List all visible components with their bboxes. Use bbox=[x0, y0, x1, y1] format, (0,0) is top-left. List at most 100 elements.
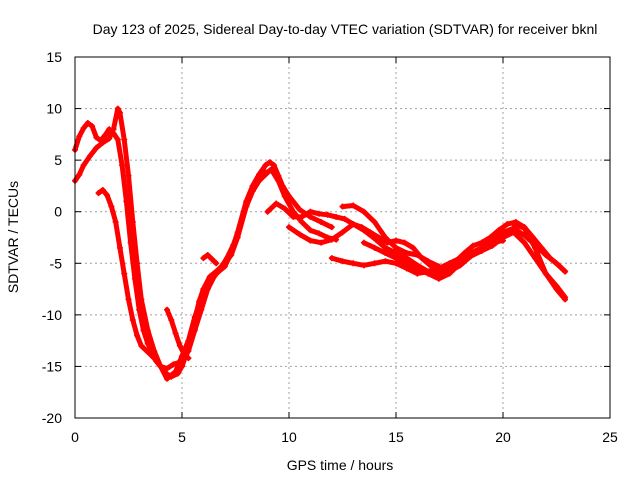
data-point bbox=[172, 368, 179, 375]
data-point bbox=[403, 249, 410, 256]
data-point bbox=[510, 221, 517, 228]
data-point bbox=[414, 252, 421, 259]
data-point bbox=[371, 219, 378, 226]
plot-frame bbox=[74, 56, 611, 419]
data-point bbox=[382, 244, 389, 251]
data-point bbox=[315, 210, 322, 217]
data-point bbox=[123, 198, 130, 205]
data-point bbox=[410, 244, 417, 251]
x-axis-label: GPS time / hours bbox=[287, 457, 394, 473]
series-satellite-track-2 bbox=[72, 105, 335, 382]
data-point bbox=[414, 266, 421, 273]
y-tick-label: 10 bbox=[46, 101, 62, 117]
grid-layer bbox=[75, 57, 610, 418]
data-point bbox=[478, 244, 485, 251]
data-point bbox=[382, 258, 389, 265]
data-point bbox=[360, 262, 367, 269]
x-tick-label: 15 bbox=[388, 429, 404, 445]
data-point bbox=[446, 270, 453, 277]
data-point bbox=[339, 229, 346, 236]
data-point bbox=[256, 177, 263, 184]
data-point bbox=[151, 355, 158, 362]
data-point bbox=[279, 182, 286, 189]
data-point bbox=[403, 265, 410, 272]
data-point bbox=[104, 192, 111, 199]
data-point bbox=[350, 202, 357, 209]
data-point bbox=[164, 306, 171, 313]
data-point bbox=[211, 273, 218, 280]
data-point bbox=[521, 239, 528, 246]
data-point bbox=[275, 172, 282, 179]
data-point bbox=[290, 213, 297, 220]
data-point bbox=[562, 268, 569, 275]
data-point bbox=[328, 236, 335, 243]
data-point bbox=[403, 255, 410, 262]
data-point bbox=[176, 342, 183, 349]
data-point bbox=[106, 135, 113, 142]
data-point bbox=[542, 252, 549, 259]
data-point bbox=[307, 227, 314, 234]
data-point bbox=[489, 237, 496, 244]
data-point bbox=[80, 125, 87, 132]
data-point bbox=[230, 241, 237, 248]
data-point bbox=[339, 203, 346, 210]
data-point bbox=[112, 219, 119, 226]
data-point bbox=[236, 224, 243, 231]
data-point bbox=[223, 255, 230, 262]
data-point bbox=[328, 255, 335, 262]
y-tick-label: -20 bbox=[42, 410, 62, 426]
data-point bbox=[318, 239, 325, 246]
data-point bbox=[425, 270, 432, 277]
data-point bbox=[172, 330, 179, 337]
y-tick-label: -10 bbox=[42, 307, 62, 323]
data-point bbox=[125, 172, 132, 179]
data-point bbox=[116, 109, 123, 116]
tick-layer: 0 5 10 15 20 25 -20 -15 -10 -5 0 5 10 15 bbox=[42, 49, 618, 445]
chart-title: Day 123 of 2025, Sidereal Day-to-day VTE… bbox=[93, 21, 598, 37]
data-point bbox=[324, 211, 331, 218]
data-point bbox=[446, 260, 453, 267]
data-point bbox=[271, 164, 278, 171]
data-point bbox=[315, 230, 322, 237]
data-point bbox=[264, 208, 271, 215]
data-point bbox=[262, 162, 269, 169]
data-point bbox=[129, 219, 136, 226]
data-point bbox=[200, 255, 207, 262]
data-point bbox=[114, 105, 121, 112]
y-tick-label: 5 bbox=[54, 152, 62, 168]
data-point bbox=[371, 235, 378, 242]
data-point bbox=[470, 242, 477, 249]
data-point bbox=[393, 260, 399, 267]
data-point bbox=[138, 296, 145, 303]
data-point bbox=[553, 260, 560, 267]
data-point bbox=[191, 327, 198, 334]
y-tick-label: 15 bbox=[46, 49, 62, 65]
data-point bbox=[562, 296, 569, 303]
data-point bbox=[108, 203, 115, 210]
data-point bbox=[114, 136, 121, 143]
data-point bbox=[393, 237, 399, 244]
data-point bbox=[360, 239, 367, 246]
data-point bbox=[307, 213, 314, 220]
data-point bbox=[256, 171, 263, 178]
data-point bbox=[393, 255, 399, 262]
data-point bbox=[350, 221, 357, 228]
data-point bbox=[262, 171, 269, 178]
data-point bbox=[296, 231, 303, 238]
data-point bbox=[243, 203, 250, 210]
data-point bbox=[249, 188, 256, 195]
series-satellite-track-11 bbox=[510, 221, 569, 303]
data-point bbox=[286, 224, 292, 231]
data-point bbox=[286, 193, 292, 200]
data-point bbox=[393, 244, 399, 251]
data-point bbox=[121, 270, 128, 277]
data-point bbox=[339, 258, 346, 265]
data-point bbox=[298, 219, 305, 226]
data-point bbox=[204, 286, 211, 293]
series-satellite-track-3 bbox=[95, 164, 278, 372]
series-line bbox=[72, 120, 339, 380]
series-satellite-track-5 bbox=[200, 252, 220, 267]
data-point bbox=[435, 263, 442, 270]
data-point bbox=[478, 239, 485, 246]
